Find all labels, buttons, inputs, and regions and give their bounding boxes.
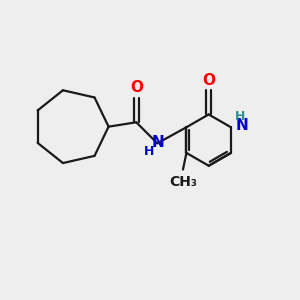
Text: N: N bbox=[236, 118, 248, 133]
Text: N: N bbox=[152, 135, 164, 150]
Text: O: O bbox=[130, 80, 143, 95]
Text: O: O bbox=[202, 73, 215, 88]
Text: H: H bbox=[144, 145, 154, 158]
Text: CH₃: CH₃ bbox=[169, 175, 197, 189]
Text: H: H bbox=[235, 110, 245, 123]
